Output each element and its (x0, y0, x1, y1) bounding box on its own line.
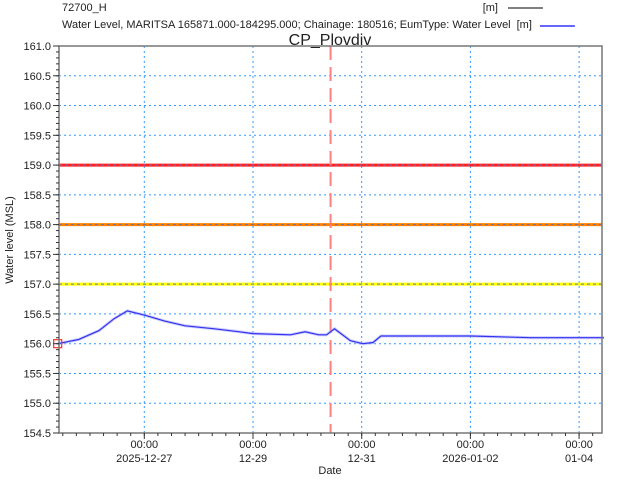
y-tick-label: 158.0 (23, 220, 51, 232)
chart-title: CP_Plovdiv (289, 32, 372, 49)
y-tick-label: 155.0 (23, 398, 51, 410)
legend-unit-1: [m] (483, 2, 498, 14)
plot-frame (58, 45, 603, 434)
x-tick-label-time: 00:00 (348, 439, 376, 451)
y-tick-label: 160.5 (23, 71, 51, 83)
x-tick-label-time: 00:00 (131, 439, 159, 451)
y-tick-label: 157.0 (23, 279, 51, 291)
y-tick-label: 158.5 (23, 190, 51, 202)
legend-entry-1: 72700_H [m] (62, 2, 498, 14)
axes: 154.5 155.0 155.5 156.0 156.5 157.0 157.5 158.0… (23, 41, 594, 465)
series-line (57, 310, 604, 345)
y-tick-label: 156.5 (23, 309, 51, 321)
x-tick-label-date: 2025-12-27 (116, 453, 172, 465)
y-tick-label: 159.0 (23, 160, 51, 172)
legend-unit-2: [m] (517, 19, 532, 31)
y-axis-label: Water level (MSL) (4, 196, 16, 284)
x-tick-label-date: 01-04 (565, 453, 593, 465)
x-axis-label: Date (318, 465, 341, 477)
y-tick-label: 160.0 (23, 101, 51, 113)
x-tick-label-time: 00:00 (457, 439, 485, 451)
y-tick-label: 156.0 (23, 339, 51, 351)
legend-entry-2: Water Level, MARITSA 165871.000-184295.0… (62, 19, 532, 31)
y-tick-label: 161.0 (23, 41, 51, 53)
y-tick-label: 155.5 (23, 368, 51, 380)
x-tick-label-time: 00:00 (565, 439, 593, 451)
x-tick-label-date: 12-31 (348, 453, 376, 465)
marks (53, 46, 604, 433)
y-tick-label: 154.5 (23, 428, 51, 440)
x-tick-label-time: 00:00 (239, 439, 267, 451)
legend-label-1: 72700_H (62, 2, 107, 14)
y-tick-label: 157.5 (23, 249, 51, 261)
x-tick-label-date: 2026-01-02 (442, 453, 498, 465)
x-tick-label-date: 12-29 (239, 453, 267, 465)
y-tick-label: 159.5 (23, 130, 51, 142)
legend-label-2: Water Level, MARITSA 165871.000-184295.0… (62, 19, 511, 31)
